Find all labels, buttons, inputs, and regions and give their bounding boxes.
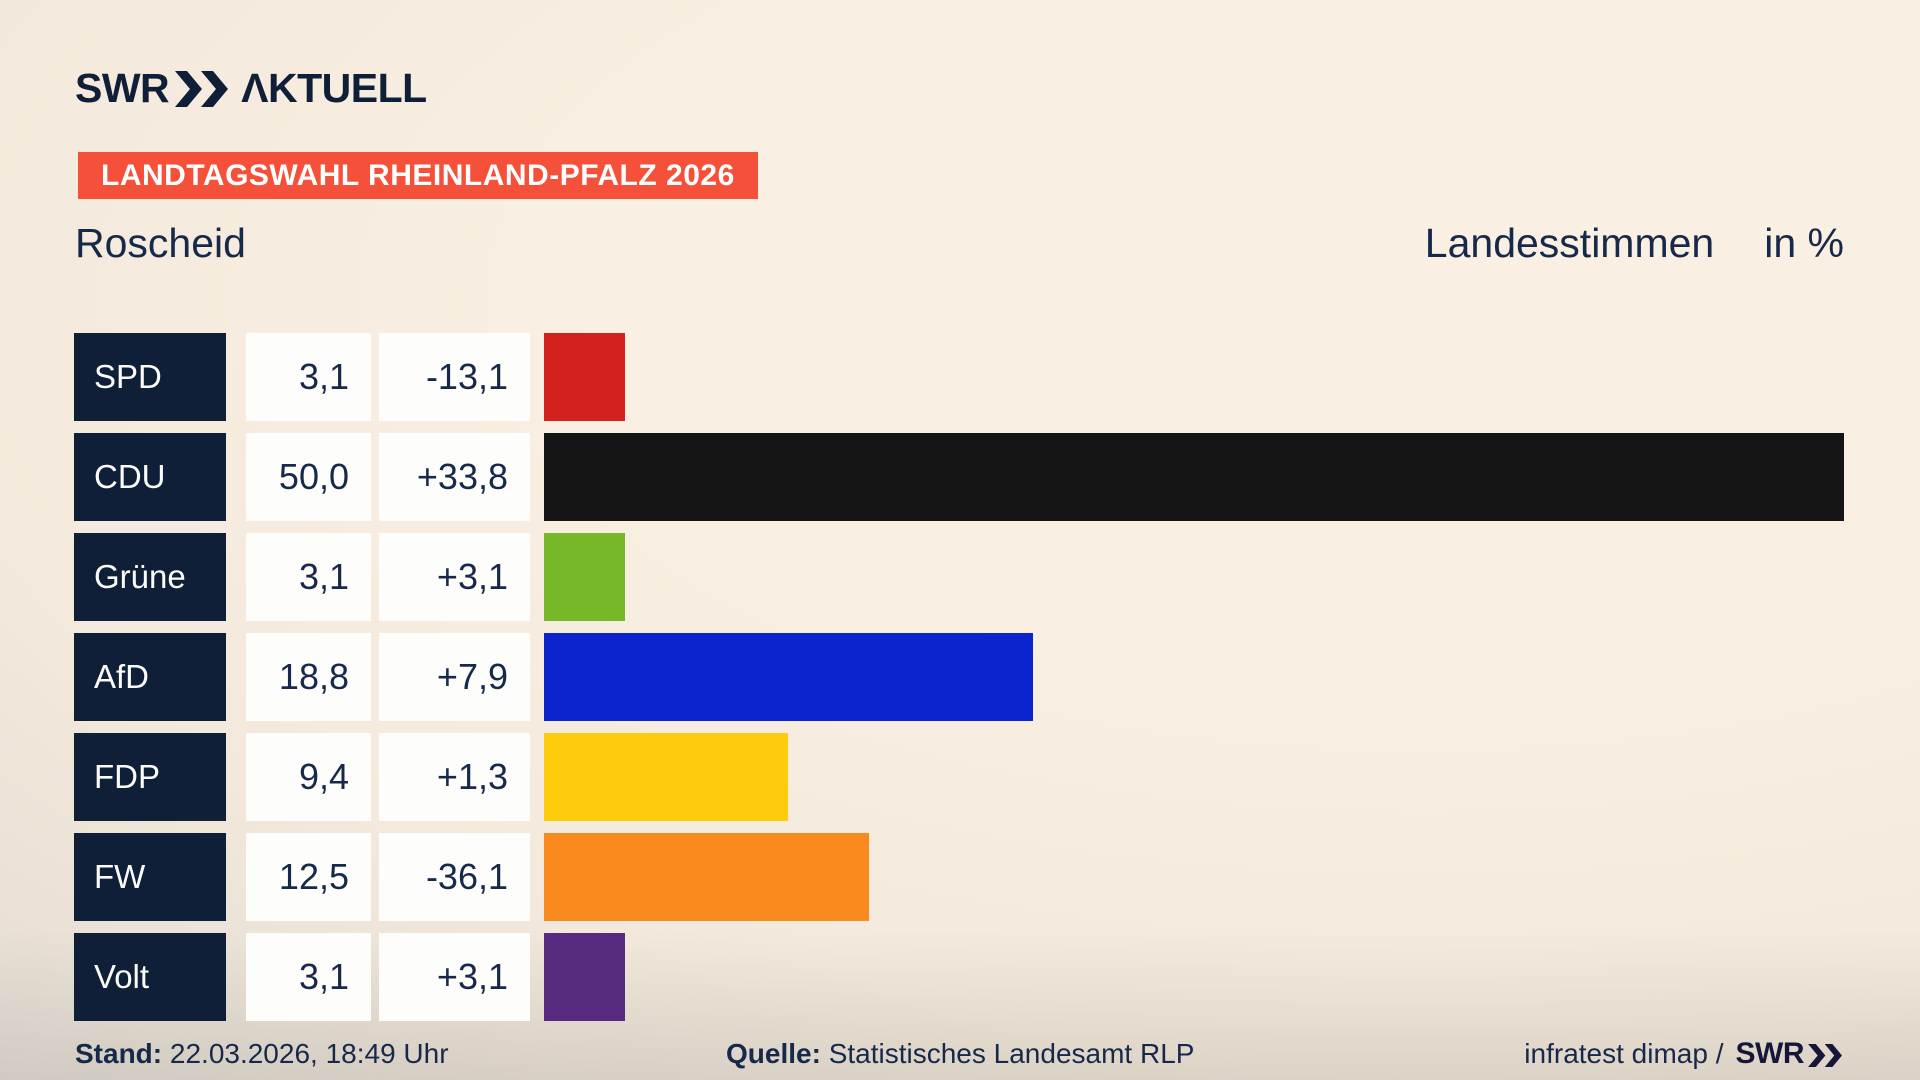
party-value: 12,5 bbox=[278, 856, 349, 897]
party-value: 3,1 bbox=[298, 356, 349, 397]
party-change-box: +7,9 bbox=[379, 633, 530, 721]
party-change-box: +3,1 bbox=[379, 933, 530, 1021]
party-change-box: +1,3 bbox=[379, 733, 530, 821]
party-value-box: 12,5 bbox=[246, 833, 371, 921]
party-label-box: SPD bbox=[74, 333, 226, 421]
party-label-box: CDU bbox=[74, 433, 226, 521]
party-bar bbox=[544, 533, 625, 621]
party-value-box: 50,0 bbox=[246, 433, 371, 521]
region-title: Roscheid bbox=[75, 220, 246, 266]
party-row-volt: Volt 3,1 +3,1 bbox=[74, 933, 1844, 1021]
party-row-fw: FW 12,5 -36,1 bbox=[74, 833, 1844, 921]
credit-note: infratest dimap / SWR bbox=[1524, 1033, 1844, 1075]
party-name: SPD bbox=[94, 358, 162, 395]
footer: Stand: 22.03.2026, 18:49 Uhr Quelle: Sta… bbox=[75, 1033, 1844, 1075]
stand-timestamp: Stand: 22.03.2026, 18:49 Uhr bbox=[75, 1033, 449, 1075]
swr-logo-text: SWR bbox=[75, 65, 170, 111]
party-row-spd: SPD 3,1 -13,1 bbox=[74, 333, 1844, 421]
party-value: 18,8 bbox=[278, 656, 349, 697]
swr-footer-logo-text: SWR bbox=[1735, 1037, 1805, 1070]
party-change: +1,3 bbox=[436, 756, 508, 797]
party-change: +7,9 bbox=[436, 656, 508, 697]
party-value-box: 3,1 bbox=[246, 533, 371, 621]
party-change-box: -36,1 bbox=[379, 833, 530, 921]
party-label-box: FW bbox=[74, 833, 226, 921]
party-label-box: AfD bbox=[74, 633, 226, 721]
swr-aktuell-logo: SWR ΛKTUELL bbox=[75, 66, 427, 110]
party-name: FDP bbox=[94, 758, 160, 795]
swr-footer-logo: SWR bbox=[1736, 1033, 1845, 1075]
party-change-box: +3,1 bbox=[379, 533, 530, 621]
party-bar bbox=[544, 933, 625, 1021]
party-value-box: 9,4 bbox=[246, 733, 371, 821]
election-banner: LANDTAGSWAHL RHEINLAND-PFALZ 2026 bbox=[78, 152, 758, 199]
party-row-fdp: FDP 9,4 +1,3 bbox=[74, 733, 1844, 821]
stand-label: Stand: bbox=[75, 1038, 163, 1069]
party-label-box: Volt bbox=[74, 933, 226, 1021]
swr-double-chevron-icon bbox=[175, 71, 229, 107]
source-label: Quelle: bbox=[726, 1038, 821, 1069]
vote-type-label: Landesstimmen bbox=[1424, 220, 1715, 266]
party-change-box: +33,8 bbox=[379, 433, 530, 521]
party-value-box: 3,1 bbox=[246, 333, 371, 421]
stand-value: 22.03.2026, 18:49 Uhr bbox=[169, 1038, 449, 1069]
party-value-box: 18,8 bbox=[246, 633, 371, 721]
party-bar bbox=[544, 333, 625, 421]
party-label-box: Grüne bbox=[74, 533, 226, 621]
credit-text: infratest dimap / bbox=[1524, 1038, 1724, 1069]
party-name: Volt bbox=[94, 958, 150, 995]
swr-footer-double-chevron-icon bbox=[1808, 1044, 1842, 1067]
party-bar bbox=[544, 733, 789, 821]
party-change: +3,1 bbox=[436, 556, 508, 597]
party-value-box: 3,1 bbox=[246, 933, 371, 1021]
party-change: +3,1 bbox=[436, 956, 508, 997]
party-bar bbox=[544, 433, 1844, 521]
party-row-afd: AfD 18,8 +7,9 bbox=[74, 633, 1844, 721]
party-name: Grüne bbox=[94, 558, 186, 595]
party-name: AfD bbox=[94, 658, 150, 695]
party-change: -36,1 bbox=[425, 856, 508, 897]
aktuell-logo-text: ΛKTUELL bbox=[241, 65, 427, 111]
party-change: -13,1 bbox=[425, 356, 508, 397]
party-change-box: -13,1 bbox=[379, 333, 530, 421]
party-value: 3,1 bbox=[298, 556, 349, 597]
party-name: FW bbox=[94, 858, 146, 895]
party-row-cdu: CDU 50,0 +33,8 bbox=[74, 433, 1844, 521]
source-value: Statistisches Landesamt RLP bbox=[828, 1038, 1195, 1069]
party-label-box: FDP bbox=[74, 733, 226, 821]
party-value: 9,4 bbox=[298, 756, 349, 797]
party-bar bbox=[544, 633, 1033, 721]
party-bar bbox=[544, 833, 869, 921]
party-row-gruene: Grüne 3,1 +3,1 bbox=[74, 533, 1844, 621]
party-value: 50,0 bbox=[278, 456, 349, 497]
title-bar: Roscheid Landesstimmen in % bbox=[75, 220, 1844, 267]
party-change: +33,8 bbox=[416, 456, 508, 497]
results-chart: SPD 3,1 -13,1 CDU 50,0 +33,8 Grüne 3,1 +… bbox=[0, 333, 1844, 1021]
party-value: 3,1 bbox=[298, 956, 349, 997]
party-name: CDU bbox=[94, 458, 166, 495]
source-note: Quelle: Statistisches Landesamt RLP bbox=[726, 1033, 1194, 1075]
unit-label: in % bbox=[1764, 220, 1844, 266]
